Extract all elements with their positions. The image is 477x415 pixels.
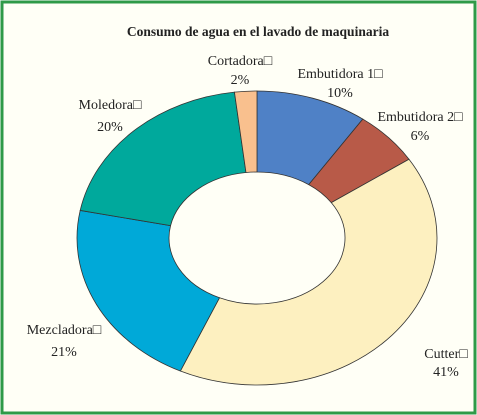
segment-label: Mezcladora□ <box>27 323 102 338</box>
segment-value-label: 20% <box>97 120 123 135</box>
segment-label: Moledora□ <box>79 98 142 113</box>
segment-label: Cutter□ <box>424 347 468 362</box>
segment-label: Embutidora 2□ <box>377 110 463 125</box>
segment-value-label: 6% <box>411 129 430 144</box>
donut-segment <box>233 90 258 173</box>
donut-segment <box>76 209 221 372</box>
chart-title: Consumo de agua en el lavado de maquinar… <box>127 24 389 39</box>
segment-value-label: 10% <box>327 86 353 101</box>
segment-label: Cortadora□ <box>208 54 273 69</box>
donut-segment <box>79 91 247 227</box>
segment-value-label: 41% <box>433 365 459 380</box>
segment-value-label: 21% <box>51 345 77 360</box>
segment-value-label: 2% <box>231 73 250 88</box>
donut-segment <box>179 158 438 386</box>
segment-label: Embutidora 1□ <box>297 67 383 82</box>
